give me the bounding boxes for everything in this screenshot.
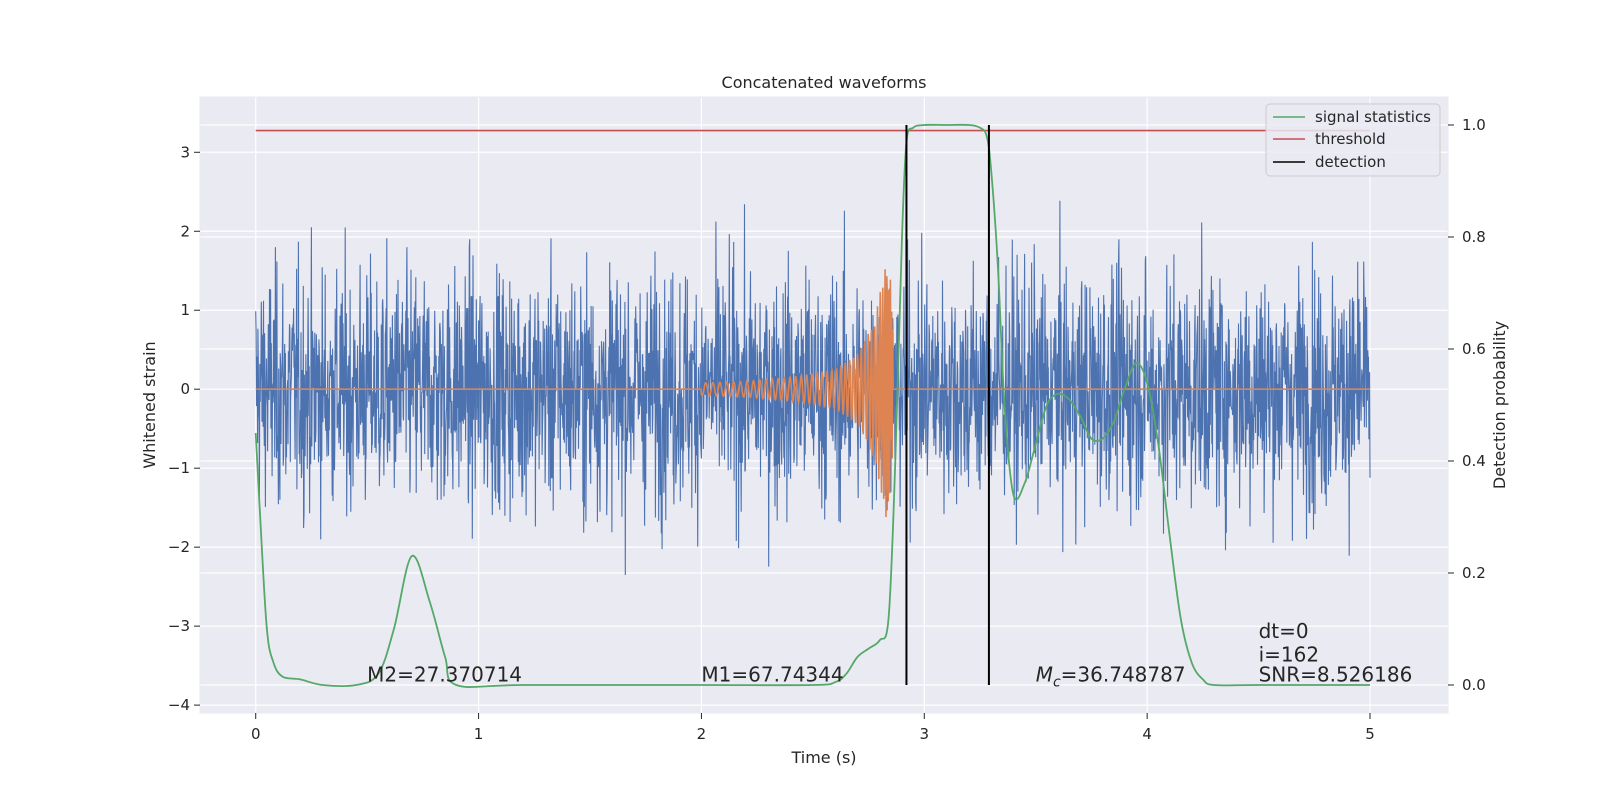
y-axis-label-left: Whitened strain xyxy=(140,341,159,468)
x-tick-label: 0 xyxy=(251,725,261,743)
chart-title: Concatenated waveforms xyxy=(722,73,927,92)
y-left-tick-label: 3 xyxy=(180,143,190,161)
annotation-text: SNR=8.526186 xyxy=(1259,662,1413,686)
y-right-tick-label: 0.0 xyxy=(1462,676,1486,694)
annotation-text: Mc=36.748787 xyxy=(1036,662,1186,690)
signal-statistics-line xyxy=(254,123,1370,688)
x-tick-label: 1 xyxy=(474,725,484,743)
y-right-tick-label: 1.0 xyxy=(1462,116,1486,134)
y-left-tick-label: 0 xyxy=(180,380,190,398)
plot-frame xyxy=(199,96,1449,714)
y-right-tick-label: 0.6 xyxy=(1462,340,1486,358)
legend: signal statistics threshold detection xyxy=(1265,103,1441,177)
y-left-tick-label: −3 xyxy=(168,617,190,635)
y-axis-label-right: Detection probability xyxy=(1490,321,1509,489)
plot-lines xyxy=(199,96,1449,714)
y-left-tick-label: 1 xyxy=(180,301,190,319)
y-left-tick-label: −1 xyxy=(168,459,190,477)
x-tick-label: 3 xyxy=(920,725,930,743)
annotation-text: M1=67.74344 xyxy=(701,662,843,686)
annotation-text: M2=27.370714 xyxy=(367,662,522,686)
waveform-series xyxy=(255,269,1370,518)
y-left-tick-label: −2 xyxy=(168,538,190,556)
y-left-tick-label: 2 xyxy=(180,222,190,240)
y-right-tick-label: 0.2 xyxy=(1462,564,1486,582)
legend-label-signal-statistics: signal statistics xyxy=(1315,108,1431,126)
legend-frame xyxy=(1265,103,1441,177)
axis-ticks: 0 1 2 3 4 5 −4 −3 −2 −1 0 1 2 3 0.0 0.2 0.4 0.6 0.8 1.0 xyxy=(168,116,1486,743)
y-right-tick-label: 0.4 xyxy=(1462,452,1486,470)
strain-series xyxy=(255,200,1371,576)
x-axis-label: Time (s) xyxy=(790,748,856,767)
x-tick-label: 4 xyxy=(1142,725,1152,743)
legend-label-detection: detection xyxy=(1315,153,1386,171)
annotations: M2=27.370714 M1=67.74344 Mc=36.748787 dt=0i… xyxy=(367,619,1412,690)
x-tick-label: 2 xyxy=(697,725,707,743)
legend-label-threshold: threshold xyxy=(1315,130,1386,148)
x-tick-label: 5 xyxy=(1365,725,1375,743)
y-right-tick-label: 0.8 xyxy=(1462,228,1486,246)
y-left-tick-label: −4 xyxy=(168,696,190,714)
annotation-text: i=162 xyxy=(1259,643,1320,667)
annotation-text: dt=0 xyxy=(1259,619,1309,643)
